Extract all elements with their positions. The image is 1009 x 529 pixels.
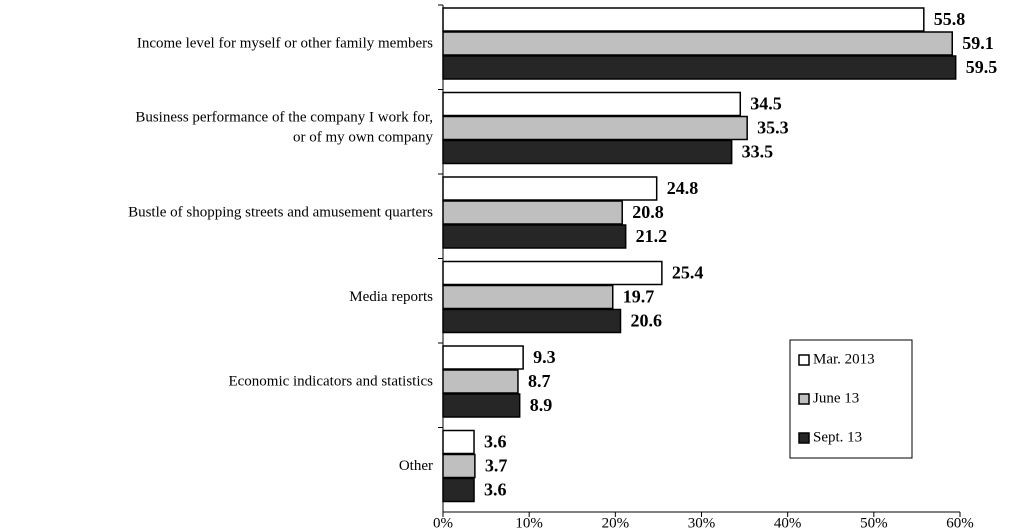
value-label: 19.7: [623, 287, 655, 307]
legend-swatch: [798, 354, 810, 366]
value-label: 59.1: [962, 33, 994, 53]
value-label: 35.3: [757, 118, 789, 138]
bar: [442, 260, 663, 286]
value-label: 24.8: [667, 178, 699, 198]
x-tick-label: 60%: [946, 515, 974, 529]
bar: [442, 369, 519, 394]
bar: [442, 91, 742, 117]
bar: [442, 115, 748, 141]
bar: [442, 55, 957, 80]
bar: [442, 477, 475, 503]
x-tick-label: 30%: [688, 515, 716, 529]
category-label: Economic indicators and statistics: [228, 373, 433, 389]
legend-box: [789, 339, 913, 459]
category-label: Business performance of the company I wo…: [135, 110, 433, 146]
x-tick-label: 50%: [860, 515, 888, 529]
x-tick-label: 10%: [515, 515, 543, 529]
value-label: 55.8: [934, 9, 966, 29]
category-label: Other: [399, 458, 433, 474]
value-label: 3.6: [484, 480, 507, 500]
bar: [442, 224, 627, 249]
bar: [442, 284, 614, 310]
category-label: Media reports: [349, 289, 433, 305]
category-label: Bustle of shopping streets and amusement…: [128, 204, 433, 220]
value-label: 20.6: [631, 311, 663, 331]
value-label: 8.9: [530, 395, 553, 415]
x-tick-label: 0%: [433, 515, 453, 529]
value-label: 3.7: [485, 456, 508, 476]
legend-label: Mar. 2013: [813, 351, 875, 367]
value-label: 3.6: [484, 432, 507, 452]
value-label: 34.5: [750, 94, 782, 114]
bar: [442, 308, 622, 334]
bar: [442, 31, 953, 56]
value-label: 25.4: [672, 263, 704, 283]
legend-swatch: [798, 432, 810, 444]
value-label: 33.5: [742, 142, 774, 162]
x-tick-label: 40%: [774, 515, 802, 529]
value-label: 20.8: [632, 202, 664, 222]
bar: [442, 429, 475, 455]
legend-label: Sept. 13: [813, 429, 862, 445]
legend-swatch: [798, 393, 810, 405]
value-label: 9.3: [533, 347, 556, 367]
bar: [442, 176, 658, 201]
x-tick-label: 20%: [602, 515, 630, 529]
category-label: Income level for myself or other family …: [137, 35, 433, 51]
bar: [442, 200, 623, 225]
value-label: 8.7: [528, 371, 551, 391]
bar: [442, 453, 476, 479]
bar: [442, 139, 733, 165]
bar: [442, 345, 524, 370]
bar: [442, 393, 521, 418]
bar: [442, 7, 925, 32]
legend-label: June 13: [813, 390, 859, 406]
value-label: 21.2: [636, 226, 668, 246]
value-label: 59.5: [966, 57, 998, 77]
